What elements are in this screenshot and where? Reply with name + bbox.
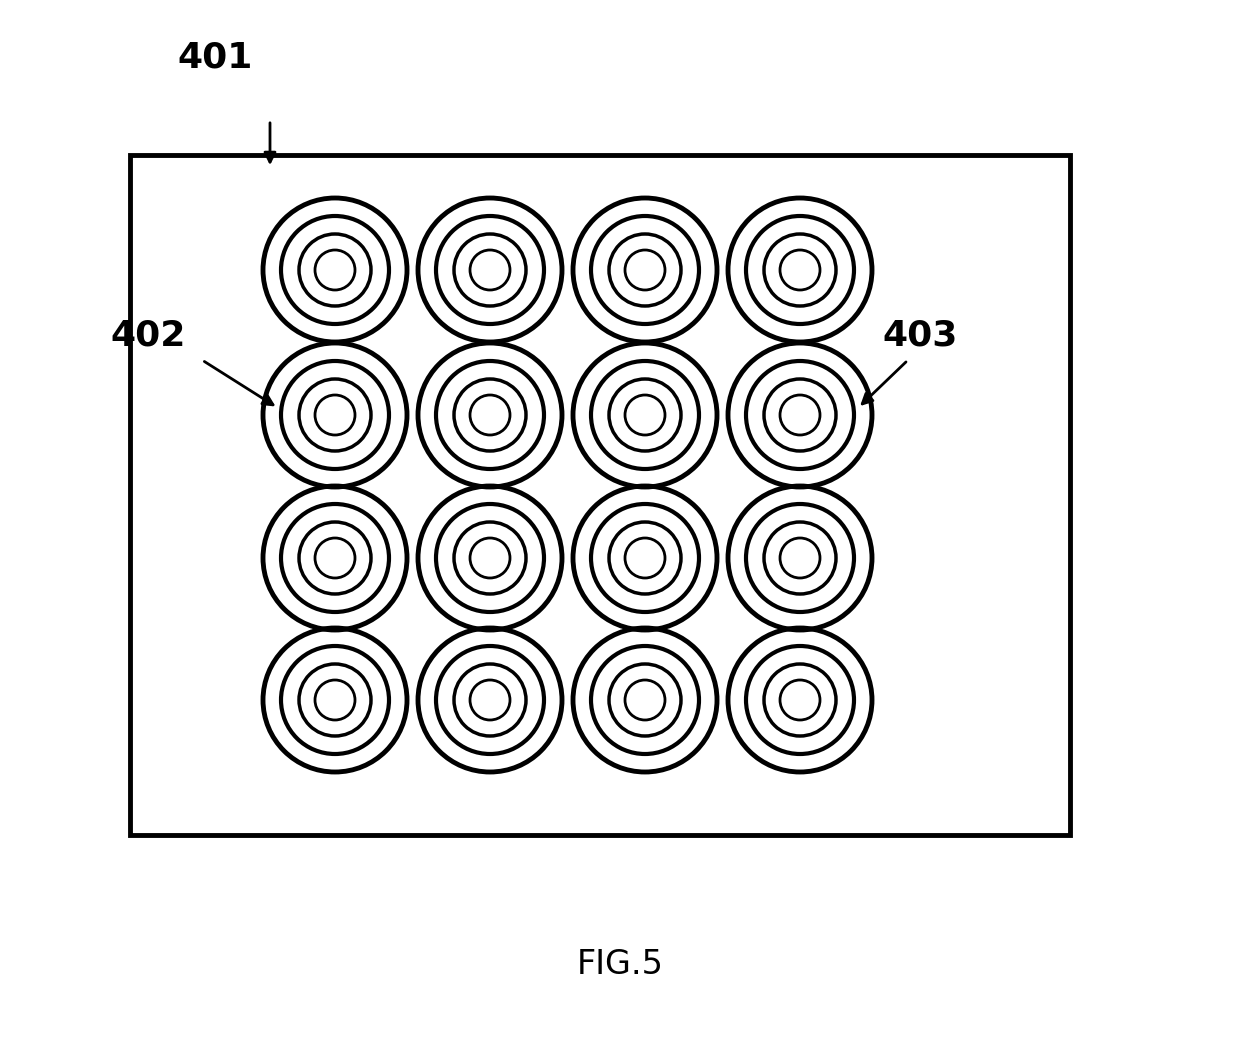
- Bar: [130, 155, 1070, 835]
- Text: 402: 402: [110, 318, 186, 352]
- Text: 401: 401: [177, 41, 253, 75]
- Text: 403: 403: [883, 318, 957, 352]
- Text: FIG.5: FIG.5: [577, 949, 663, 981]
